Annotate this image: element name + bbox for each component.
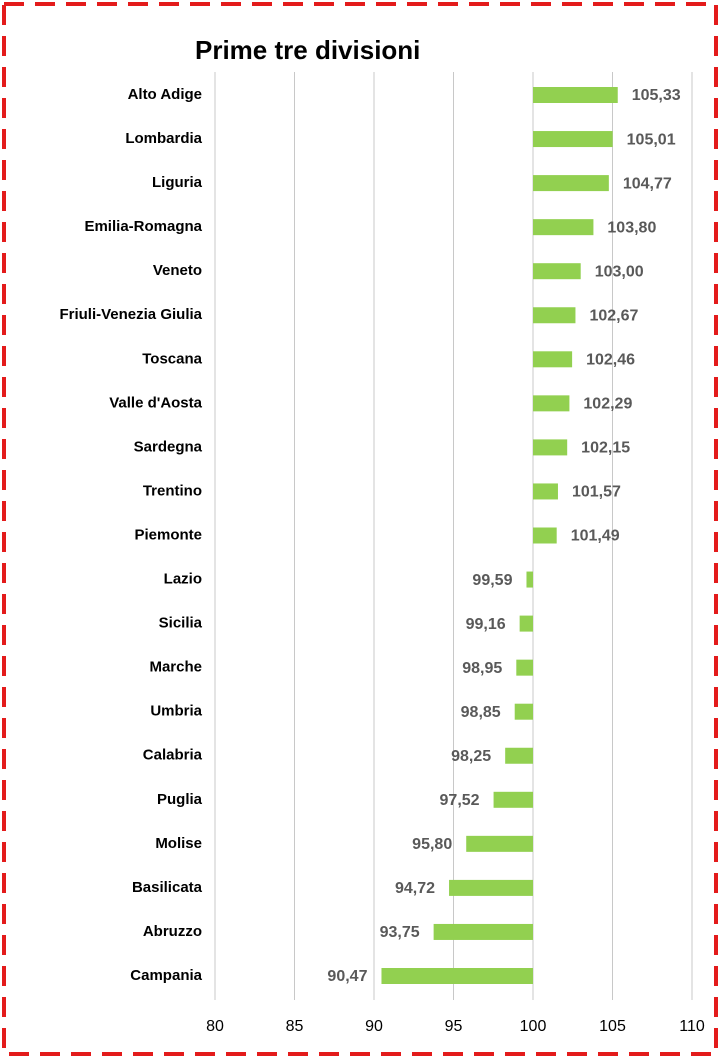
data-label: 105,01 [627, 131, 676, 148]
data-label: 99,16 [466, 616, 506, 633]
x-tick-label: 100 [520, 1018, 547, 1035]
y-tick-label: Molise [155, 835, 202, 852]
y-tick-label: Lazio [164, 571, 202, 588]
y-tick-label: Veneto [153, 262, 202, 279]
y-tick-label: Sardegna [134, 438, 203, 455]
bar [533, 307, 576, 324]
x-tick-label: 80 [206, 1018, 224, 1035]
data-label: 101,57 [572, 484, 621, 501]
bar [533, 351, 573, 368]
data-label: 103,80 [607, 219, 656, 236]
bar [519, 615, 533, 632]
y-tick-label: Umbria [150, 703, 202, 720]
bar [533, 263, 581, 280]
bar [533, 87, 618, 103]
y-tick-label: Campania [130, 967, 202, 984]
data-label: 90,47 [327, 968, 367, 985]
bar [449, 879, 533, 896]
data-label: 99,59 [472, 572, 512, 589]
y-tick-label: Lombardia [125, 130, 202, 147]
y-tick-label: Liguria [152, 174, 203, 191]
y-tick-label: Calabria [143, 747, 203, 764]
data-label: 105,33 [632, 87, 681, 104]
y-tick-label: Basilicata [132, 879, 203, 896]
bar [526, 571, 533, 588]
x-tick-label: 90 [365, 1018, 383, 1035]
bar [533, 527, 557, 544]
y-tick-label: Emilia-Romagna [84, 218, 202, 235]
x-tick-label: 110 [679, 1018, 705, 1035]
y-tick-label: Piemonte [134, 526, 202, 543]
chart-title: Prime tre divisioni [195, 35, 420, 65]
data-label: 98,85 [461, 704, 501, 721]
data-label: 98,25 [451, 748, 491, 765]
y-tick-label: Puglia [157, 791, 203, 808]
x-tick-label: 95 [445, 1018, 463, 1035]
y-tick-label: Sicilia [159, 615, 203, 632]
bar [516, 659, 533, 676]
bar [505, 747, 533, 764]
data-label: 104,77 [623, 175, 672, 192]
bar [433, 923, 533, 940]
data-label: 98,95 [462, 660, 502, 677]
y-tick-label: Marche [149, 659, 202, 676]
data-label: 102,46 [586, 352, 635, 369]
bar [493, 791, 533, 808]
bar [466, 835, 533, 852]
data-label: 102,29 [583, 396, 632, 413]
y-tick-label: Trentino [143, 482, 202, 499]
bar [533, 483, 558, 500]
data-label: 102,67 [589, 307, 638, 324]
bar [381, 968, 533, 984]
data-label: 97,52 [440, 792, 480, 809]
y-tick-label: Alto Adige [128, 86, 202, 103]
bar [533, 439, 568, 456]
data-label: 94,72 [395, 880, 435, 897]
y-tick-label: Toscana [142, 350, 202, 367]
data-label: 103,00 [595, 263, 644, 280]
data-label: 93,75 [380, 924, 420, 941]
y-tick-label: Valle d'Aosta [109, 394, 202, 411]
bar [533, 175, 609, 192]
x-tick-label: 85 [286, 1018, 304, 1035]
data-label: 102,15 [581, 440, 630, 457]
bar [533, 395, 570, 412]
y-tick-label: Abruzzo [143, 923, 202, 940]
data-label: 95,80 [412, 836, 452, 853]
data-label: 101,49 [571, 528, 620, 545]
x-tick-label: 105 [599, 1018, 626, 1035]
y-tick-label: Friuli-Venezia Giulia [59, 306, 202, 323]
bar [533, 219, 594, 236]
bar [533, 131, 613, 148]
bar [514, 703, 533, 720]
